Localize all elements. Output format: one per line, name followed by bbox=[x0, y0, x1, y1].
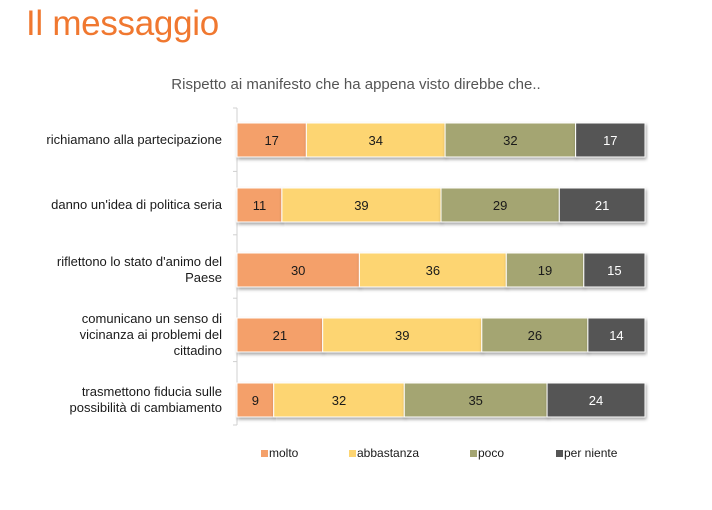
legend-label: per niente bbox=[564, 446, 618, 460]
chart-title-text: Rispetto ai manifesto che ha appena vist… bbox=[171, 76, 541, 93]
bar-segment-per-niente bbox=[575, 122, 646, 158]
data-label: 19 bbox=[538, 263, 552, 278]
legend-item: abbastanza bbox=[349, 446, 419, 460]
page-title: Il messaggio bbox=[26, 4, 219, 43]
bar-segment-molto bbox=[236, 122, 307, 158]
legend: molto abbastanza poco per niente bbox=[261, 446, 618, 460]
bar-row: 17 34 32 17 bbox=[236, 122, 646, 158]
data-label: 17 bbox=[603, 133, 617, 148]
category-label-line: Paese bbox=[185, 270, 222, 285]
data-label: 30 bbox=[291, 263, 305, 278]
data-label: 15 bbox=[607, 263, 621, 278]
bar-segment-per-niente bbox=[587, 317, 646, 353]
bar-segment-abbastanza bbox=[305, 122, 446, 158]
data-label: 35 bbox=[468, 393, 482, 408]
data-label: 29 bbox=[493, 198, 507, 213]
bars: 17 34 32 17 11 39 29 21 30 36 19 15 21 39 26 14 9 32 35 24 bbox=[236, 122, 646, 418]
category-label-line: comunicano un senso di bbox=[82, 311, 222, 326]
bar-row: 30 36 19 15 bbox=[236, 252, 646, 288]
category-labels: richiamano alla partecipazione danno un'i… bbox=[46, 132, 222, 415]
data-label: 17 bbox=[264, 133, 278, 148]
category-label-line: possibilità di cambiamento bbox=[70, 400, 222, 415]
category-label: comunicano un senso di vicinanza ai probl… bbox=[80, 311, 222, 358]
category-label: richiamano alla partecipazione bbox=[46, 132, 222, 147]
legend-swatch bbox=[261, 450, 268, 457]
legend-swatch bbox=[470, 450, 477, 457]
category-label-line: danno un'idea di politica seria bbox=[51, 197, 223, 212]
category-label: danno un'idea di politica seria bbox=[51, 197, 223, 212]
legend-item: poco bbox=[470, 446, 504, 460]
bar-segment-poco bbox=[403, 382, 548, 418]
category-axis bbox=[233, 107, 238, 426]
category-label-line: cittadino bbox=[174, 343, 222, 358]
category-label: trasmettono fiducia sulle possibilità di … bbox=[70, 384, 222, 415]
data-label: 21 bbox=[273, 328, 287, 343]
bar-segment-abbastanza bbox=[322, 317, 483, 353]
data-label: 9 bbox=[252, 393, 259, 408]
bar-segment-poco bbox=[440, 187, 560, 223]
bar-segment-molto bbox=[236, 252, 360, 288]
data-label: 21 bbox=[595, 198, 609, 213]
chart-title: Rispetto ai manifesto che ha appena vist… bbox=[0, 76, 712, 93]
category-label-line: trasmettono fiducia sulle bbox=[82, 384, 222, 399]
data-label: 39 bbox=[395, 328, 409, 343]
legend-swatch bbox=[556, 450, 563, 457]
legend-item: molto bbox=[261, 446, 299, 460]
legend-label: abbastanza bbox=[357, 446, 419, 460]
data-label: 39 bbox=[354, 198, 368, 213]
legend-swatch bbox=[349, 450, 356, 457]
category-label: riflettono lo stato d'animo del Paese bbox=[57, 254, 222, 285]
category-label-line: richiamano alla partecipazione bbox=[46, 132, 222, 147]
bar-segment-per-niente bbox=[583, 252, 646, 288]
bar-segment-abbastanza bbox=[358, 252, 507, 288]
category-label-line: riflettono lo stato d'animo del bbox=[57, 254, 222, 269]
data-label: 36 bbox=[426, 263, 440, 278]
bar-segment-per-niente bbox=[558, 187, 646, 223]
data-label: 14 bbox=[609, 328, 623, 343]
legend-label: poco bbox=[478, 446, 504, 460]
data-label: 11 bbox=[253, 198, 267, 213]
bar-segment-poco bbox=[505, 252, 585, 288]
bar-segment-poco bbox=[481, 317, 589, 353]
data-label: 32 bbox=[332, 393, 346, 408]
bar-segment-molto bbox=[236, 382, 275, 418]
data-label: 24 bbox=[589, 393, 603, 408]
bar-row: 11 39 29 21 bbox=[236, 187, 646, 223]
bar-row: 21 39 26 14 bbox=[236, 317, 646, 353]
data-label: 32 bbox=[503, 133, 517, 148]
legend-label: molto bbox=[269, 446, 299, 460]
bar-segment-abbastanza bbox=[281, 187, 442, 223]
data-label: 34 bbox=[368, 133, 382, 148]
bar-segment-poco bbox=[444, 122, 577, 158]
legend-item: per niente bbox=[556, 446, 618, 460]
data-label: 26 bbox=[528, 328, 542, 343]
bar-segment-per-niente bbox=[546, 382, 646, 418]
bar-row: 9 32 35 24 bbox=[236, 382, 646, 418]
bar-segment-molto bbox=[236, 317, 324, 353]
category-label-line: vicinanza ai problemi del bbox=[80, 327, 222, 342]
